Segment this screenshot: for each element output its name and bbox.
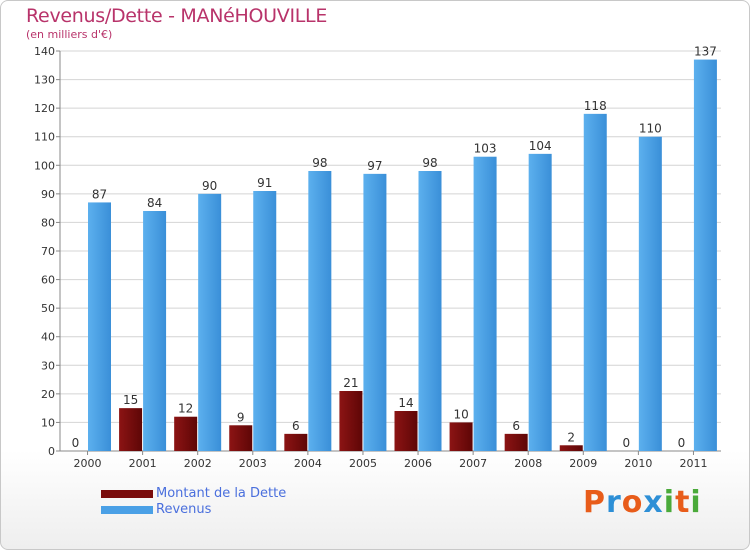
legend-label-dette: Montant de la Dette — [156, 486, 287, 501]
bar-dette — [339, 391, 363, 451]
logo-letter: t — [675, 485, 691, 520]
logo-letter: o — [621, 485, 644, 520]
data-label-revenus: 87 — [92, 187, 107, 201]
y-tick-label: 70 — [41, 245, 55, 258]
x-tick-label: 2008 — [514, 457, 542, 470]
logo-letter: r — [606, 485, 622, 520]
data-label-revenus: 97 — [367, 159, 382, 173]
y-tick-label: 20 — [41, 388, 55, 401]
y-tick-label: 30 — [41, 359, 55, 372]
data-label-dette: 0 — [72, 436, 80, 450]
logo-letter: P — [583, 485, 606, 520]
bar-revenus — [528, 153, 552, 451]
x-tick-label: 2000 — [74, 457, 102, 470]
bar-dette — [119, 408, 143, 451]
data-label-dette: 0 — [623, 436, 631, 450]
y-tick-label: 120 — [34, 102, 55, 115]
data-label-revenus: 98 — [312, 156, 327, 170]
y-tick-label: 140 — [34, 45, 55, 58]
data-label-dette: 12 — [178, 402, 193, 416]
bar-revenus — [308, 171, 332, 451]
bar-dette — [449, 422, 473, 451]
y-tick-label: 90 — [41, 188, 55, 201]
data-label-revenus: 104 — [529, 139, 552, 153]
x-tick-label: 2006 — [404, 457, 432, 470]
x-tick-label: 2011 — [679, 457, 707, 470]
logo-letter: x — [643, 485, 664, 520]
x-tick-label: 2001 — [129, 457, 157, 470]
bar-revenus — [638, 136, 662, 451]
data-label-dette: 21 — [343, 376, 358, 390]
bar-revenus — [143, 211, 167, 451]
x-tick-label: 2010 — [624, 457, 652, 470]
logo-letter: i — [690, 485, 702, 520]
proxiti-logo: Proxiti — [583, 485, 702, 520]
bar-dette — [394, 411, 418, 451]
legend-label-revenus: Revenus — [156, 502, 212, 517]
data-label-dette: 15 — [123, 393, 138, 407]
legend-swatch-revenus — [101, 506, 153, 514]
data-label-revenus: 90 — [202, 179, 217, 193]
bar-dette — [559, 445, 583, 451]
data-label-dette: 9 — [237, 410, 245, 424]
y-tick-label: 100 — [34, 159, 55, 172]
y-tick-label: 10 — [41, 416, 55, 429]
bar-dette — [229, 425, 253, 451]
x-tick-label: 2007 — [459, 457, 487, 470]
bar-revenus — [363, 173, 387, 451]
bar-revenus — [693, 59, 717, 451]
bar-dette — [504, 433, 528, 451]
data-label-revenus: 103 — [474, 142, 497, 156]
data-label-dette: 14 — [398, 396, 413, 410]
data-label-dette: 6 — [292, 419, 300, 433]
legend-swatch-dette — [101, 490, 153, 498]
data-label-revenus: 98 — [422, 156, 437, 170]
bar-revenus — [583, 113, 607, 451]
data-label-revenus: 118 — [584, 99, 607, 113]
data-label-revenus: 137 — [694, 45, 717, 59]
data-label-dette: 0 — [678, 436, 686, 450]
y-tick-label: 0 — [48, 445, 55, 458]
bar-revenus — [253, 191, 277, 451]
logo-letter: i — [663, 485, 676, 520]
y-tick-label: 80 — [41, 216, 55, 229]
x-tick-label: 2009 — [569, 457, 597, 470]
data-label-dette: 6 — [512, 419, 520, 433]
data-label-revenus: 110 — [639, 122, 662, 136]
y-tick-label: 50 — [41, 302, 55, 315]
bar-revenus — [418, 171, 442, 451]
x-tick-label: 2004 — [294, 457, 322, 470]
data-label-dette: 10 — [453, 407, 468, 421]
data-label-revenus: 91 — [257, 176, 272, 190]
bar-revenus — [198, 193, 222, 451]
chart-subtitle: (en milliers d'€) — [26, 28, 113, 41]
bar-dette — [284, 433, 308, 451]
x-tick-label: 2005 — [349, 457, 377, 470]
y-tick-label: 60 — [41, 274, 55, 287]
chart-title: Revenus/Dette - MANéHOUVILLE — [26, 5, 328, 27]
bar-revenus — [88, 202, 111, 451]
bar-revenus — [473, 156, 497, 451]
bar-dette — [174, 416, 198, 451]
x-tick-label: 2003 — [239, 457, 267, 470]
data-label-dette: 2 — [567, 430, 575, 444]
data-label-revenus: 84 — [147, 196, 162, 210]
x-tick-label: 2002 — [184, 457, 212, 470]
y-tick-label: 40 — [41, 331, 55, 344]
y-tick-label: 130 — [34, 74, 55, 87]
y-tick-label: 110 — [34, 131, 55, 144]
